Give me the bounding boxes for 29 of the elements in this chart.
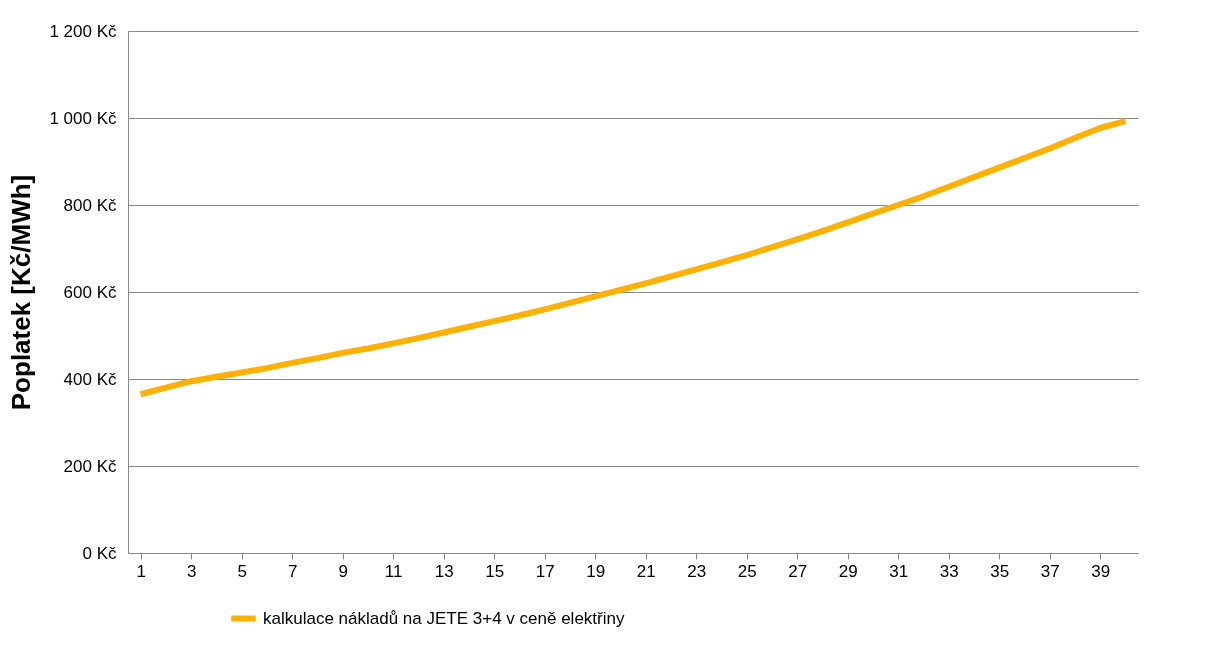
x-tick-label: 7 [287,561,298,581]
x-tick-label: 27 [788,561,808,581]
y-tick-label: 600 Kč [63,282,117,302]
x-tick-label: 17 [535,561,555,581]
y-tick-label: 1 200 Kč [49,21,117,41]
y-tick-label: 1 000 Kč [49,108,117,128]
x-tick-label: 5 [237,561,247,581]
x-tick-label: 39 [1091,561,1111,581]
x-tick-label: 37 [1040,561,1060,581]
y-tick-label: 800 Kč [63,195,117,215]
y-tick-label: 200 Kč [63,456,117,476]
x-tick-label: 21 [636,561,656,581]
x-tick-label: 9 [338,561,348,581]
y-tick-label: 0 Kč [82,543,117,563]
x-tick-label: 33 [939,561,959,581]
y-tick-label: 400 Kč [63,369,117,389]
x-tick-label: 23 [687,561,707,581]
x-tick-label: 15 [485,561,505,581]
legend-label: kalkulace nákladů na JETE 3+4 v ceně elektřiny [263,608,625,628]
x-tick-label: 25 [737,561,757,581]
y-axis-title: Poplatek [Kč/MWh] [6,174,37,411]
x-tick-label: 1 [136,561,146,581]
x-tick-label: 3 [186,561,197,581]
x-tick-label: 19 [586,561,606,581]
x-tick-label: 31 [889,561,909,581]
x-tick-label: 13 [434,561,454,581]
x-tick-label: 29 [838,561,858,581]
x-tick-label: 35 [990,561,1010,581]
x-tick-label: 11 [384,561,403,581]
